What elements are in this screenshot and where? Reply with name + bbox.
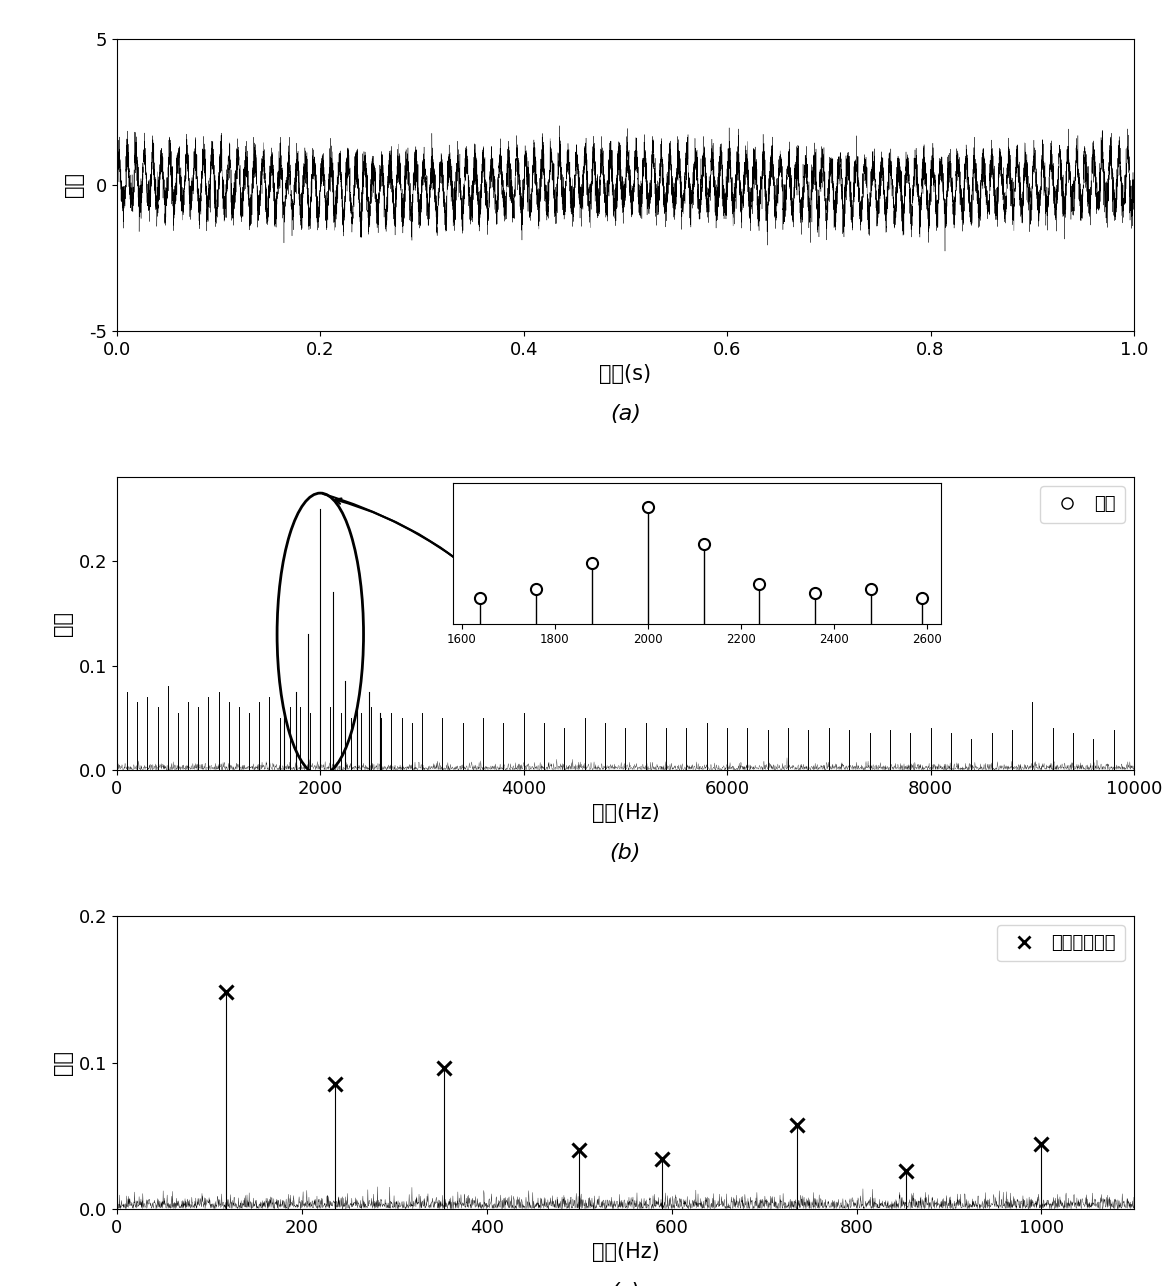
Text: (c): (c): [610, 1282, 641, 1286]
X-axis label: 时间(s): 时间(s): [600, 364, 651, 385]
Legend: 故障频率相关: 故障频率相关: [997, 926, 1125, 962]
Text: (a): (a): [610, 404, 641, 424]
X-axis label: 频率(Hz): 频率(Hz): [592, 804, 659, 823]
Y-axis label: 幅値: 幅値: [53, 611, 74, 637]
X-axis label: 频率(Hz): 频率(Hz): [592, 1242, 659, 1262]
Y-axis label: 幅値: 幅値: [53, 1051, 74, 1075]
Text: (b): (b): [610, 844, 641, 863]
Y-axis label: 幅値: 幅値: [63, 172, 84, 197]
Legend: 边频: 边频: [1040, 486, 1125, 522]
